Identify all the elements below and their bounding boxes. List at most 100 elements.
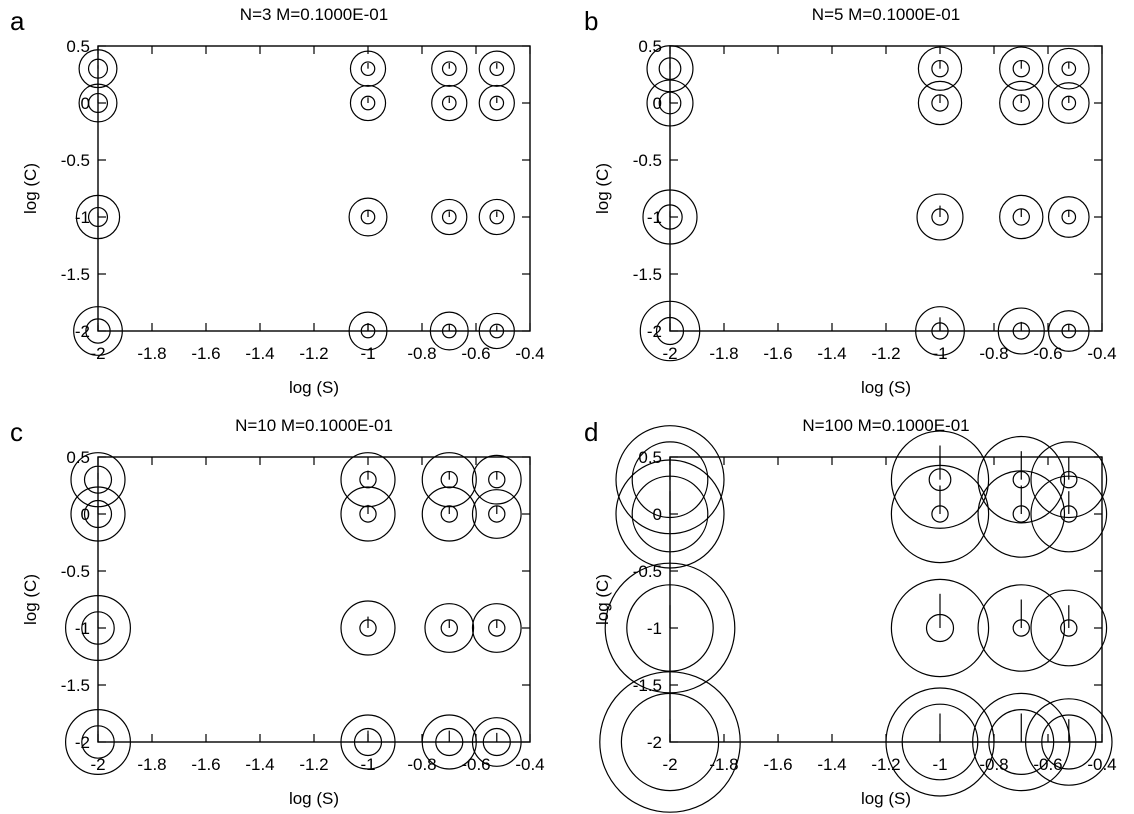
inner-circle-marker	[441, 209, 457, 225]
outer-circle-marker	[478, 84, 515, 122]
x-axis-label: log (S)	[861, 789, 911, 808]
outer-circle-marker	[999, 46, 1044, 91]
x-tick-label: -1.2	[871, 344, 900, 363]
inner-circle-marker	[488, 619, 506, 637]
plot-frame	[97, 45, 531, 332]
inner-circle-marker	[1012, 208, 1030, 226]
outer-circle-marker	[1030, 475, 1108, 553]
x-tick-label: -2	[90, 344, 105, 363]
outer-circle-marker	[70, 452, 126, 508]
outer-circle-marker	[340, 600, 396, 656]
x-tick-label: -1	[932, 344, 947, 363]
inner-circle-marker	[435, 727, 464, 757]
inner-circle-marker	[81, 611, 115, 645]
y-axis-label: log (C)	[593, 163, 612, 214]
inner-circle-marker	[489, 323, 505, 339]
x-tick-label: -1	[360, 755, 375, 774]
x-tick-label: -0.6	[1033, 755, 1062, 774]
chart-title: N=5 M=0.1000E-01	[812, 5, 960, 24]
y-axis-label: log (C)	[21, 163, 40, 214]
outer-circle-marker	[977, 435, 1066, 524]
outer-circle-marker	[348, 311, 388, 351]
inner-circle-marker	[489, 95, 505, 111]
inner-circle-marker	[988, 708, 1055, 775]
x-tick-label: -1	[932, 755, 947, 774]
y-axis-label: log (C)	[21, 574, 40, 625]
outer-circle-marker	[421, 714, 477, 770]
x-tick-label: -1.8	[709, 755, 738, 774]
inner-circle-marker	[83, 499, 113, 529]
inner-circle-marker	[482, 727, 511, 757]
panel-b: b N=5 M=0.1000E-01 -2 -1.8 -1.6 -1.4 -1.2 -1 -0.…	[584, 5, 1117, 397]
outer-circle-marker	[431, 84, 468, 122]
y-tick-label: -1	[75, 208, 90, 227]
y-tick-label: 0.5	[66, 37, 90, 56]
y-tick-label: -2	[647, 322, 662, 341]
inner-circle-marker	[489, 61, 505, 77]
outer-circle-marker	[1024, 698, 1113, 786]
outer-circle-marker	[340, 714, 396, 770]
x-tick-label: -0.8	[407, 755, 436, 774]
outer-circle-marker	[997, 307, 1045, 355]
inner-circle-marker	[631, 441, 709, 519]
inner-circle-marker	[81, 725, 115, 759]
outer-circle-marker	[1047, 310, 1090, 352]
y-tick-label: 0	[81, 94, 90, 113]
inner-circle-marker	[931, 94, 949, 112]
outer-circle-marker	[917, 80, 963, 126]
x-tick-label: -1	[360, 344, 375, 363]
inner-circle-marker	[488, 470, 506, 489]
x-tick-label: -1.4	[245, 755, 274, 774]
x-tick-label: -0.6	[461, 344, 490, 363]
outer-circle-marker	[977, 470, 1066, 558]
inner-circle-marker	[440, 505, 458, 523]
x-tick-label: -0.6	[1033, 344, 1062, 363]
outer-circle-marker	[340, 486, 396, 542]
inner-circle-marker	[489, 209, 505, 225]
panel-letter: a	[10, 6, 25, 36]
outer-circle-marker	[478, 312, 515, 350]
y-tick-label: -0.5	[633, 151, 662, 170]
outer-circle-marker	[478, 50, 515, 87]
y-tick-label: -0.5	[61, 562, 90, 581]
y-tick-label: -1.5	[633, 265, 662, 284]
outer-circle-marker	[646, 79, 694, 127]
outer-circle-marker	[1047, 196, 1090, 238]
x-tick-label: -1.4	[245, 344, 274, 363]
outer-circle-marker	[429, 311, 469, 351]
outer-circle-marker	[916, 193, 964, 241]
outer-circle-marker	[70, 486, 126, 542]
outer-circle-marker	[78, 83, 118, 123]
x-tick-label: -1.8	[137, 344, 166, 363]
inner-circle-marker	[87, 206, 109, 228]
x-tick-label: -1.6	[191, 755, 220, 774]
panel-letter: d	[584, 417, 598, 447]
x-tick-label: -1.6	[763, 344, 792, 363]
inner-circle-marker	[360, 61, 376, 77]
outer-circle-marker	[471, 454, 522, 505]
x-tick-label: -1.4	[817, 755, 846, 774]
y-tick-label: -1.5	[61, 676, 90, 695]
panel-letter: c	[10, 417, 23, 447]
y-tick-label: 0	[81, 505, 90, 524]
inner-circle-marker	[631, 475, 709, 553]
inner-circle-marker	[87, 92, 109, 114]
x-tick-label: -0.4	[1087, 755, 1116, 774]
x-tick-label: -0.4	[515, 344, 544, 363]
x-tick-label: -1.8	[137, 755, 166, 774]
x-tick-label: -2	[662, 344, 677, 363]
outer-circle-marker	[999, 194, 1044, 240]
inner-circle-marker	[1012, 94, 1030, 112]
inner-circle-marker	[1041, 714, 1097, 770]
y-tick-label: -0.5	[633, 562, 662, 581]
outer-circle-marker	[599, 671, 741, 813]
inner-circle-marker	[353, 727, 383, 757]
x-tick-label: -1.2	[299, 344, 328, 363]
plot-frame	[97, 456, 531, 743]
outer-circle-marker	[349, 50, 387, 87]
inner-circle-marker	[488, 505, 506, 523]
panel-letter: b	[584, 6, 598, 36]
outer-circle-marker	[64, 594, 132, 661]
inner-circle-marker	[440, 619, 458, 637]
